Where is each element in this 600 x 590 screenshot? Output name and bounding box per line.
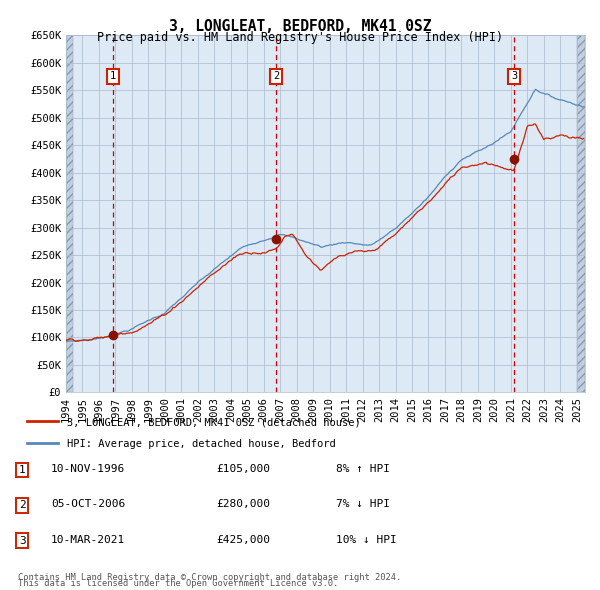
Text: £105,000: £105,000 (216, 464, 270, 474)
Text: 3, LONGLEAT, BEDFORD, MK41 0SZ (detached house): 3, LONGLEAT, BEDFORD, MK41 0SZ (detached… (67, 417, 361, 427)
Bar (66, 35, 73, 392)
Text: 05-OCT-2006: 05-OCT-2006 (51, 499, 125, 509)
Bar (577, 35, 585, 392)
Text: £280,000: £280,000 (216, 499, 270, 509)
Text: Price paid vs. HM Land Registry's House Price Index (HPI): Price paid vs. HM Land Registry's House … (97, 31, 503, 44)
Text: HPI: Average price, detached house, Bedford: HPI: Average price, detached house, Bedf… (67, 439, 335, 449)
Text: 10% ↓ HPI: 10% ↓ HPI (336, 535, 397, 545)
Text: £425,000: £425,000 (216, 535, 270, 545)
Text: 2: 2 (273, 71, 280, 81)
Text: 2: 2 (19, 500, 26, 510)
Bar (577, 35, 585, 392)
Text: 1: 1 (19, 465, 26, 475)
Text: 10-MAR-2021: 10-MAR-2021 (51, 535, 125, 545)
Text: Contains HM Land Registry data © Crown copyright and database right 2024.: Contains HM Land Registry data © Crown c… (18, 573, 401, 582)
Bar (66, 35, 73, 392)
Text: 7% ↓ HPI: 7% ↓ HPI (336, 499, 390, 509)
Text: 3: 3 (511, 71, 517, 81)
Text: 3: 3 (19, 536, 26, 546)
Text: 1: 1 (110, 71, 116, 81)
Text: 3, LONGLEAT, BEDFORD, MK41 0SZ: 3, LONGLEAT, BEDFORD, MK41 0SZ (169, 19, 431, 34)
Text: 8% ↑ HPI: 8% ↑ HPI (336, 464, 390, 474)
Text: This data is licensed under the Open Government Licence v3.0.: This data is licensed under the Open Gov… (18, 579, 338, 588)
Text: 10-NOV-1996: 10-NOV-1996 (51, 464, 125, 474)
